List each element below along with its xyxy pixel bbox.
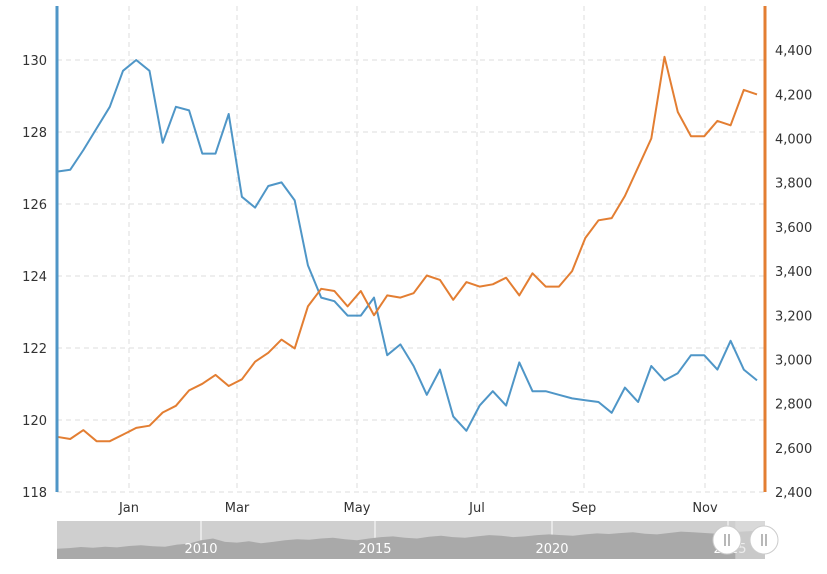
navigator-handle-right[interactable] xyxy=(749,525,779,555)
left-tick-label: 130 xyxy=(22,54,47,69)
plot-area xyxy=(56,55,758,443)
right-tick-label: 3,200 xyxy=(775,309,812,324)
x-tick-label: May xyxy=(344,501,371,516)
nav-year-label: 2020 xyxy=(535,542,568,557)
right-tick-label: 2,600 xyxy=(775,442,812,457)
x-tick-label: Jan xyxy=(118,501,139,516)
left-tick-label: 124 xyxy=(22,270,47,285)
left-tick-label: 120 xyxy=(22,414,47,429)
left-axis-ticks: 118 120 122 124 126 128 130 xyxy=(22,54,47,501)
x-tick-label: Mar xyxy=(225,501,250,516)
x-axis-ticks: Jan Mar May Jul Sep Nov xyxy=(118,501,718,516)
left-tick-label: 126 xyxy=(22,198,47,213)
right-tick-label: 2,800 xyxy=(775,398,812,413)
right-axis-ticks: 2,400 2,600 2,800 3,000 3,200 3,400 3,600 3,800… xyxy=(775,44,812,501)
right-tick-label: 4,400 xyxy=(775,44,812,59)
right-tick-label: 3,000 xyxy=(775,353,812,368)
range-navigator[interactable]: 2010201520202025 xyxy=(57,521,779,559)
navigator-handle-left[interactable] xyxy=(712,525,742,555)
series-line-left xyxy=(56,59,758,432)
handle-knob[interactable] xyxy=(749,525,779,555)
nav-year-label: 2010 xyxy=(184,542,217,557)
right-tick-label: 3,800 xyxy=(775,177,812,192)
nav-year-label: 2015 xyxy=(358,542,391,557)
navigator-area xyxy=(57,531,765,559)
x-tick-label: Nov xyxy=(692,501,718,516)
left-tick-label: 122 xyxy=(22,342,47,357)
right-tick-label: 4,200 xyxy=(775,88,812,103)
right-tick-label: 2,400 xyxy=(775,486,812,501)
vertical-gridlines xyxy=(128,6,706,492)
left-tick-label: 128 xyxy=(22,126,47,141)
right-tick-label: 3,600 xyxy=(775,221,812,236)
horizontal-gridlines xyxy=(57,59,765,493)
left-tick-label: 118 xyxy=(22,486,47,501)
x-tick-label: Sep xyxy=(572,501,597,516)
series-line-right xyxy=(56,55,758,443)
handle-knob[interactable] xyxy=(712,525,742,555)
right-tick-label: 3,400 xyxy=(775,265,812,280)
right-tick-label: 4,000 xyxy=(775,133,812,148)
x-tick-label: Jul xyxy=(468,501,485,516)
